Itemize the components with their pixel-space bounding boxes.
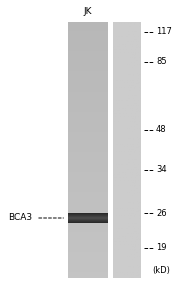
Text: 85: 85 <box>156 58 167 67</box>
Text: 117: 117 <box>156 28 172 37</box>
Bar <box>68 221 108 222</box>
Bar <box>68 213 108 214</box>
Text: 48: 48 <box>156 125 167 134</box>
Bar <box>68 213 108 214</box>
Bar <box>68 220 108 221</box>
Bar <box>68 219 108 220</box>
Bar <box>68 215 108 216</box>
Bar <box>68 216 108 217</box>
Bar <box>68 216 108 217</box>
Text: 26: 26 <box>156 208 167 217</box>
Text: 19: 19 <box>156 244 167 253</box>
Bar <box>68 222 108 223</box>
Bar <box>68 217 108 218</box>
Bar <box>68 217 108 218</box>
Text: (kD): (kD) <box>152 266 170 274</box>
Text: JK: JK <box>84 8 92 16</box>
Bar <box>68 214 108 215</box>
Bar <box>68 219 108 220</box>
Bar <box>68 222 108 223</box>
Text: 34: 34 <box>156 166 167 175</box>
Bar <box>68 218 108 219</box>
Text: BCA3: BCA3 <box>8 214 32 223</box>
